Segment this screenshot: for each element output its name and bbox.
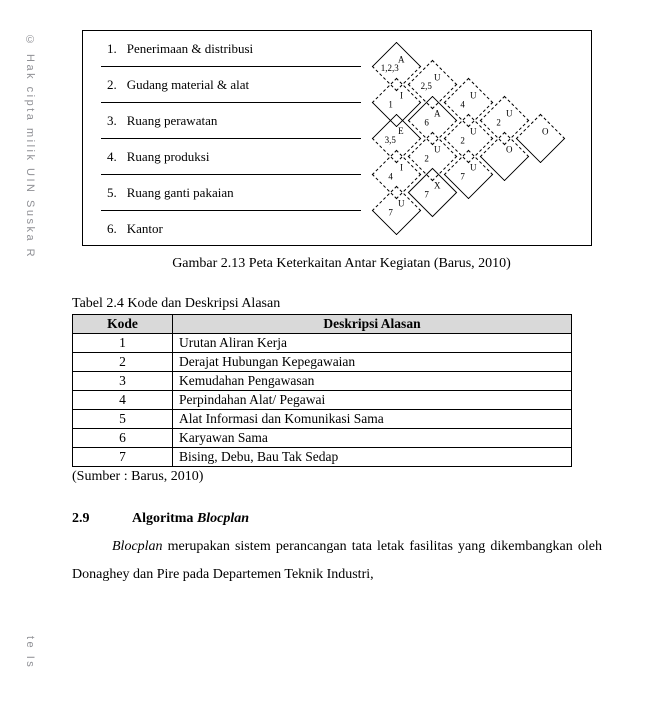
cell-top: U (434, 145, 441, 154)
activity-row: 2. Gudang material & alat (101, 67, 361, 103)
activity-row: 6. Kantor (101, 211, 361, 247)
act-label: Ruang ganti pakaian (127, 185, 234, 201)
activity-list: 1. Penerimaan & distribusi 2. Gudang mater… (101, 31, 361, 247)
activity-row: 5. Ruang ganti pakaian (101, 175, 361, 211)
cell-top: A (434, 109, 441, 118)
activity-row: 4. Ruang produksi (101, 139, 361, 175)
cell-bot: 1,2,3 (381, 64, 399, 73)
act-num: 1. (107, 41, 117, 57)
cell-bot: 1 (388, 101, 393, 110)
table-row: 4Perpindahan Alat/ Pegawai (73, 391, 572, 410)
cell-top: U (470, 91, 477, 100)
sidebar-frag: te Is (24, 636, 36, 669)
col-kode: Kode (73, 315, 173, 334)
cell-bot: 2,5 (421, 82, 432, 91)
sidebar-copyright: © Hak cipta milik UIN Suska R (24, 34, 36, 259)
cell-bot: 2 (460, 137, 465, 146)
table-row: 3Kemudahan Pengawasan (73, 372, 572, 391)
section-heading: 2.9 Algoritma Blocplan (72, 511, 611, 527)
relationship-chart: A1,2,3 I1 E3,5 I4 U7 U2,5 A6 U2 X7 U4 U2… (361, 31, 593, 247)
reason-table: Kode Deskripsi Alasan 1Urutan Aliran Ker… (72, 314, 572, 467)
act-label: Ruang produksi (127, 149, 210, 165)
cell-top: E (398, 127, 404, 136)
col-desc: Deskripsi Alasan (173, 315, 572, 334)
act-label: Penerimaan & distribusi (127, 41, 253, 57)
relationship-diagram: 1. Penerimaan & distribusi 2. Gudang mater… (82, 30, 592, 246)
cell-bot: 7 (388, 209, 393, 218)
cell-bot: 7 (460, 173, 465, 182)
table-row: 6Karyawan Sama (73, 429, 572, 448)
cell-top: I (400, 164, 403, 173)
activity-row: 1. Penerimaan & distribusi (101, 31, 361, 67)
table-title: Tabel 2.4 Kode dan Deskripsi Alasan (72, 296, 611, 312)
cell-bot: 7 (424, 191, 429, 200)
cell-bot: 2 (424, 155, 429, 164)
cell-top: U (506, 109, 513, 118)
cell-top: O (506, 145, 513, 154)
table-row: 2Derajat Hubungan Kepegawaian (73, 353, 572, 372)
table-row: 7Bising, Debu, Bau Tak Sedap (73, 448, 572, 467)
act-label: Ruang perawatan (127, 113, 218, 129)
page-content: 1. Penerimaan & distribusi 2. Gudang mater… (72, 0, 611, 589)
act-num: 2. (107, 77, 117, 93)
act-label: Kantor (127, 221, 163, 237)
act-num: 6. (107, 221, 117, 237)
section-title: Algoritma Blocplan (132, 511, 249, 527)
cell-top: X (434, 181, 441, 190)
table-row: 5Alat Informasi dan Komunikasi Sama (73, 410, 572, 429)
cell-top: U (398, 199, 405, 208)
cell-bot: 4 (460, 101, 465, 110)
cell-bot: 4 (388, 173, 393, 182)
cell-bot: 6 (424, 119, 429, 128)
cell-top: U (470, 163, 477, 172)
act-num: 3. (107, 113, 117, 129)
section-number: 2.9 (72, 511, 132, 527)
section-paragraph: Blocplan merupakan sistem perancangan ta… (72, 533, 602, 589)
cell-top: U (470, 127, 477, 136)
activity-row: 3. Ruang perawatan (101, 103, 361, 139)
cell-top: U (434, 73, 441, 82)
cell-top: O (542, 127, 549, 136)
act-num: 5. (107, 185, 117, 201)
cell-bot: 2 (496, 119, 501, 128)
cell-top: A (398, 55, 405, 64)
figure-caption: Gambar 2.13 Peta Keterkaitan Antar Kegia… (72, 256, 611, 272)
table-source: (Sumber : Barus, 2010) (72, 469, 611, 485)
act-num: 4. (107, 149, 117, 165)
cell-bot: 3,5 (385, 136, 396, 145)
table-row: 1Urutan Aliran Kerja (73, 334, 572, 353)
act-label: Gudang material & alat (127, 77, 249, 93)
cell-top: I (400, 92, 403, 101)
